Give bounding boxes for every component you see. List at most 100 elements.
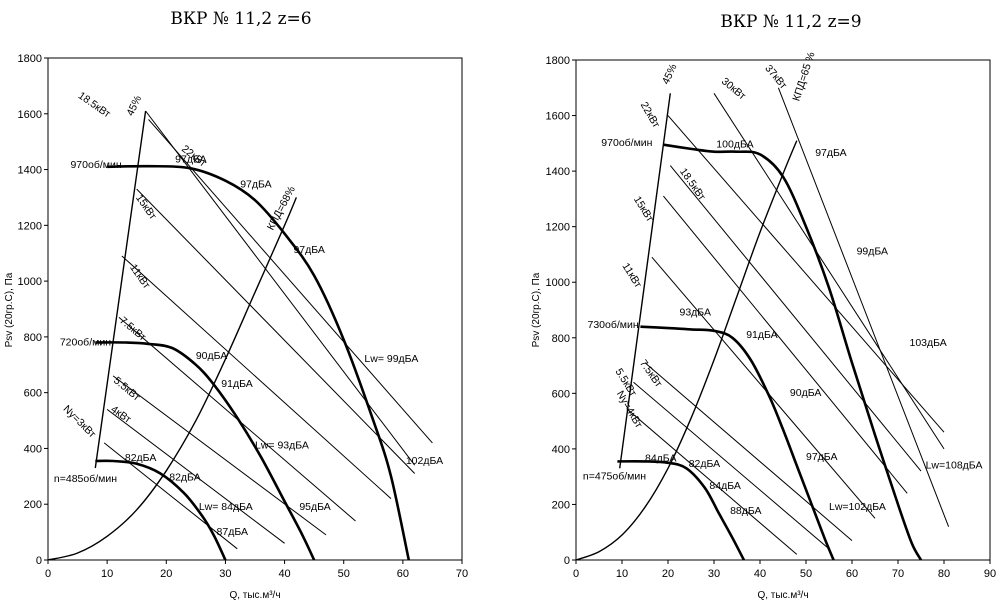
annotation-label: 82дБА: [125, 452, 156, 464]
y-tick-label: 1600: [18, 109, 42, 121]
series-power-37квт: [777, 87, 950, 527]
annotation-label: 970об/мин: [70, 159, 121, 171]
annotation-label: 88дБА: [730, 505, 761, 517]
annotation-label: КПД=68%: [265, 184, 298, 232]
x-tick-label: 60: [846, 568, 858, 580]
annotation-label: Lw= 84дБА: [199, 501, 253, 513]
annotation-label: КПД=65 %: [791, 51, 818, 103]
series-efficiency-кпд-65: [576, 140, 798, 560]
annotation-label: 11кВт: [619, 261, 644, 290]
series-pressure-n-475об-мин: [617, 460, 746, 560]
annotation-label: 97дБА: [293, 244, 324, 256]
series-power-15квт: [663, 195, 908, 494]
annotation-label: 7.5кВт: [117, 315, 148, 344]
annotation-label: 30кВт: [719, 75, 748, 102]
y-tick-label: 1200: [18, 220, 42, 232]
x-tick-label: 40: [278, 568, 290, 580]
annotation-label: 730об/мин: [588, 319, 639, 331]
series-power-11квт: [121, 255, 392, 499]
series-pressure-970об-мин: [663, 143, 923, 560]
annotation-label: Lw= 99дБА: [364, 353, 418, 365]
x-tick-label: 10: [101, 568, 113, 580]
x-tick-label: 20: [160, 568, 172, 580]
x-tick-label: 80: [938, 568, 950, 580]
x-tick-label: 60: [397, 568, 409, 580]
annotation-label: 37кВт: [762, 63, 789, 92]
y-tick-label: 400: [552, 444, 570, 456]
annotation-label: 102дБА: [406, 455, 443, 467]
x-tick-label: 30: [708, 568, 720, 580]
annotation-label: 82дБА: [169, 472, 200, 484]
series-power-4квт: [106, 409, 285, 544]
annotation-label: Lw= 93дБА: [255, 439, 309, 451]
annotation-label: 100дБА: [716, 139, 753, 151]
annotation-label: 84дБА: [645, 452, 676, 464]
x-tick-label: 0: [45, 568, 51, 580]
y-tick-label: 200: [552, 499, 570, 511]
x-tick-label: 70: [456, 568, 468, 580]
series-pressure-970об-мин: [107, 164, 411, 560]
series-power-22квт: [667, 115, 945, 433]
y-tick-label: 800: [24, 332, 42, 344]
series-power-18-5квт: [669, 165, 922, 472]
x-tick-label: 0: [573, 568, 579, 580]
series-pressure-n-485об-мин: [95, 459, 227, 560]
series-group: [48, 110, 433, 560]
y-tick-label: 600: [24, 388, 42, 400]
annotation-label: 103дБА: [910, 337, 947, 349]
series-power-5-5квт: [633, 381, 830, 550]
annotation-label: 720об/мин: [60, 336, 111, 348]
chart-panel-z9: ВКР № 11,2 z=9 Q, тыс.м³/ч Psv (20гр.С),…: [531, 12, 996, 601]
annotation-label: 45%: [124, 94, 144, 118]
annotation-label: Ny=3кВт: [61, 403, 99, 441]
chart-title: ВКР № 11,2 z=6: [170, 9, 311, 29]
y-tick-label: 1000: [546, 277, 570, 289]
x-tick-label: 10: [616, 568, 628, 580]
x-axis-label: Q, тыс.м³/ч: [229, 590, 280, 601]
y-tick-label: 1400: [546, 166, 570, 178]
y-tick-label: 1800: [546, 55, 570, 67]
chart-panel-z6: ВКР № 11,2 z=6 Q, тыс.м³/ч Psv (20гр.С),…: [4, 9, 468, 601]
series-boundary-45: [619, 93, 671, 469]
y-tick-label: 0: [564, 555, 570, 567]
annotation-label: Lw=102дБА: [829, 501, 886, 513]
series-power-5-5квт: [112, 375, 327, 536]
series-power-7-5квт: [644, 362, 853, 541]
annotation-label: 7.5кВт: [637, 358, 665, 390]
series-pressure-730об-мин: [640, 325, 835, 560]
annotation-label: 18.5кВт: [76, 90, 113, 121]
series-power-30квт: [713, 93, 945, 450]
series-power-7-5квт: [118, 317, 356, 522]
series-power-11квт: [651, 256, 876, 519]
annotation-label: 84дБА: [709, 480, 740, 492]
y-tick-label: 0: [36, 555, 42, 567]
series-boundary-45: [94, 110, 147, 469]
y-tick-label: 400: [24, 443, 42, 455]
annotation-label: Lw=108дБА: [926, 459, 983, 471]
y-tick-label: 200: [24, 499, 42, 511]
plot-frame: [47, 57, 463, 561]
annotation-label: 11кВт: [127, 262, 152, 291]
series-efficiency-кпд-68: [48, 197, 298, 560]
annotation-label: 5.5кВт: [111, 375, 142, 404]
annotation-label: 90дБА: [790, 387, 821, 399]
annotation-label: 97дБА: [175, 154, 206, 166]
x-tick-label: 50: [800, 568, 812, 580]
annotation-label: 95дБА: [299, 501, 330, 513]
series-power-ny-4квт: [626, 408, 798, 555]
annotation-label: 22кВт: [638, 100, 662, 130]
annotation-label: 91дБА: [221, 378, 252, 390]
plot-frame: [575, 59, 991, 561]
x-tick-label: 70: [892, 568, 904, 580]
annotation-label: n=485об/мин: [54, 473, 117, 485]
series-power-15квт: [136, 188, 416, 474]
annotation-label: 97дБА: [240, 179, 271, 191]
annotation-label: 90дБА: [196, 350, 227, 362]
x-tick-label: 30: [219, 568, 231, 580]
annotation-label: 93дБА: [680, 307, 711, 319]
series-power-ny-3квт: [103, 442, 238, 550]
y-tick-label: 1400: [18, 165, 42, 177]
annotation-label: n=475об/мин: [583, 470, 646, 482]
annotation-label: 45%: [660, 62, 680, 86]
y-axis-label: Psv (20гр.С), Па: [4, 272, 15, 347]
